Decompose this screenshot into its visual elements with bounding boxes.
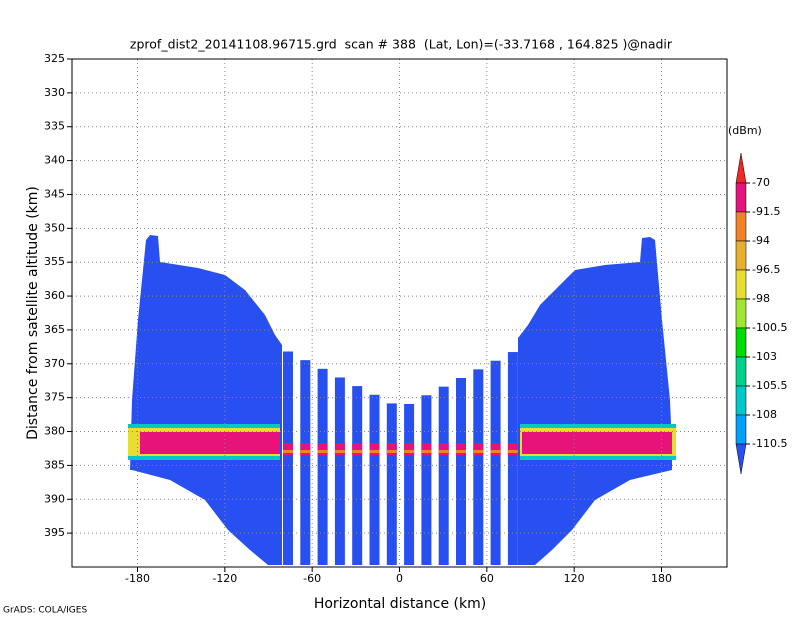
field-strip (438, 386, 449, 565)
band-left-core (140, 432, 280, 454)
colorbar-segment (735, 182, 747, 213)
colorbar-label: -98 (752, 292, 770, 305)
x-tick-label: 120 (564, 572, 585, 585)
colorbar-segment (735, 269, 747, 300)
field-strip (456, 378, 466, 565)
radar-field (128, 235, 676, 565)
colorbar-triangle (735, 152, 747, 184)
colorbar-label: -94 (752, 234, 770, 247)
colorbar-label: -70 (752, 176, 770, 189)
colorbar-segment (735, 240, 747, 271)
strip-core (352, 443, 363, 455)
strip-edge (300, 450, 311, 453)
colorbar-segment (735, 385, 747, 416)
chart-title: zprof_dist2_20141108.96715.grd scan # 38… (130, 37, 673, 52)
strip-core (283, 443, 293, 455)
strip-core (438, 443, 449, 455)
y-tick-label: 380 (44, 425, 65, 438)
strip-edge (283, 450, 293, 453)
strip-edge (404, 450, 415, 453)
colorbar-label: -100.5 (752, 321, 787, 334)
field-strip (421, 395, 432, 565)
y-tick-label: 355 (44, 255, 65, 268)
strip-core (369, 443, 380, 455)
y-tick-label: 395 (44, 526, 65, 539)
x-tick-label: 180 (651, 572, 672, 585)
y-axis-label: Distance from satellite altitude (km) (25, 186, 41, 440)
field-strip (317, 368, 328, 565)
strip-core (404, 443, 415, 455)
strip-core (300, 443, 311, 455)
colorbar-label: -103 (752, 350, 777, 363)
field-strip (300, 360, 311, 565)
y-tick-label: 375 (44, 391, 65, 404)
y-tick-label: 350 (44, 221, 65, 234)
band-right-core (522, 432, 672, 454)
strip-edge (507, 450, 518, 453)
colorbar-segment (735, 211, 747, 242)
y-tick-label: 385 (44, 458, 65, 471)
strip-edge (456, 450, 466, 453)
strip-edge (317, 450, 328, 453)
field-strip (473, 369, 484, 565)
plot-frame (71, 58, 728, 568)
strip-edge (352, 450, 363, 453)
y-tick-label: 330 (44, 86, 65, 99)
strip-edge (334, 450, 345, 453)
field-right (518, 237, 672, 565)
field-strip (507, 352, 518, 565)
field-strip (386, 403, 397, 565)
strip-edge (386, 450, 397, 453)
y-tick-label: 365 (44, 323, 65, 336)
colorbar-label: -105.5 (752, 379, 787, 392)
strip-edge (421, 450, 432, 453)
strip-core (386, 443, 397, 455)
strip-edge (490, 450, 501, 453)
y-tick-label: 360 (44, 289, 65, 302)
x-tick-label: -120 (212, 572, 237, 585)
strip-core (456, 443, 466, 455)
strip-edge (369, 450, 380, 453)
strip-edge (473, 450, 484, 453)
colorbar-label: -108 (752, 408, 777, 421)
colorbar-label: -91.5 (752, 205, 780, 218)
field-strip (490, 360, 501, 565)
x-tick-label: -60 (303, 572, 321, 585)
strip-core (507, 443, 518, 455)
y-tick-label: 345 (44, 187, 65, 200)
colorbar-segment (735, 356, 747, 387)
x-tick-label: 0 (396, 572, 403, 585)
x-axis-label: Horizontal distance (km) (314, 596, 486, 612)
y-tick-label: 325 (44, 52, 65, 65)
y-tick-label: 335 (44, 120, 65, 133)
strip-core (421, 443, 432, 455)
colorbar-unit: (dBm) (728, 124, 762, 137)
credit: GrADS: COLA/IGES (3, 606, 87, 616)
x-tick-label: -180 (125, 572, 150, 585)
strip-core (473, 443, 484, 455)
colorbar-triangle (735, 443, 747, 475)
field-strip (352, 386, 363, 565)
field-strip (369, 394, 380, 565)
colorbar-label: -96.5 (752, 263, 780, 276)
strip-core (490, 443, 501, 455)
field-left (130, 235, 282, 565)
y-tick-label: 390 (44, 492, 65, 505)
strip-core (317, 443, 328, 455)
y-tick-label: 370 (44, 357, 65, 370)
y-tick-label: 340 (44, 154, 65, 167)
strip-edge (438, 450, 449, 453)
colorbar-label: -110.5 (752, 437, 787, 450)
colorbar-segment (735, 414, 747, 445)
field-strip (283, 351, 293, 565)
field-strip (334, 377, 345, 565)
strip-core (334, 443, 345, 455)
field-strip (404, 403, 415, 565)
colorbar-segment (735, 327, 747, 358)
x-tick-label: 60 (480, 572, 494, 585)
colorbar-segment (735, 298, 747, 329)
